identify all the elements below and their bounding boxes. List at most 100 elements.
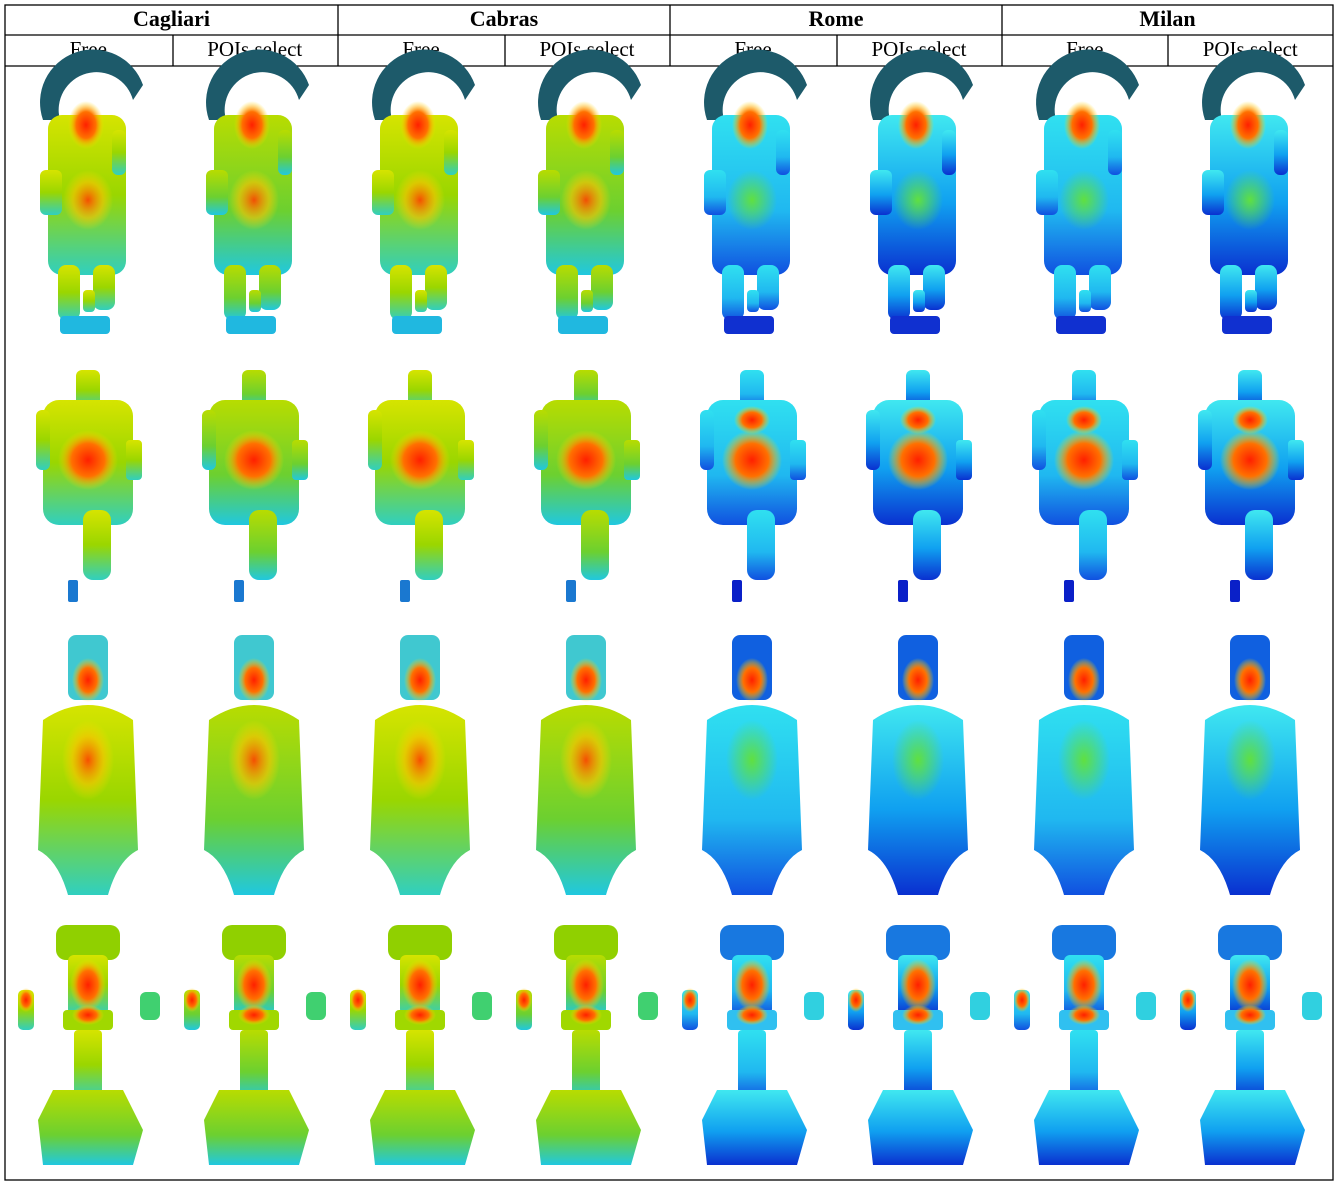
mesh-part — [40, 49, 143, 120]
mesh-part — [68, 101, 104, 149]
mesh-part — [425, 265, 447, 310]
mesh-part — [1089, 265, 1111, 310]
mesh-part — [38, 1090, 143, 1165]
mesh-part — [1068, 658, 1100, 702]
mesh-part — [1245, 290, 1257, 312]
statue-render — [184, 925, 326, 1165]
mesh-part — [736, 1005, 768, 1025]
statue-render — [702, 635, 802, 895]
mesh-part — [534, 410, 548, 470]
mesh-part — [1288, 440, 1304, 480]
mesh-part — [1059, 170, 1109, 230]
mesh-part — [1232, 406, 1268, 434]
mesh-part — [228, 720, 280, 800]
mesh-part — [1202, 49, 1305, 120]
mesh-part — [558, 316, 608, 334]
mesh-part — [554, 925, 618, 960]
mesh-part — [1079, 290, 1091, 312]
mesh-part — [40, 170, 62, 215]
mesh-part — [370, 1090, 475, 1165]
mesh-part — [74, 1030, 102, 1100]
mesh-part — [1014, 988, 1030, 1012]
mesh-part — [734, 959, 770, 1011]
mesh-part — [224, 265, 246, 320]
statue-render — [350, 925, 492, 1165]
statue-render — [36, 370, 142, 602]
mesh-part — [184, 988, 200, 1012]
mesh-part — [1230, 580, 1240, 602]
mesh-part — [56, 925, 120, 960]
mesh-part — [1220, 265, 1242, 320]
mesh-part — [1070, 1030, 1098, 1100]
mesh-part — [902, 1005, 934, 1025]
mesh-part — [904, 1030, 932, 1100]
mesh-part — [900, 406, 936, 434]
mesh-part — [727, 170, 777, 230]
statue-render — [538, 49, 641, 334]
mesh-part — [1036, 49, 1139, 120]
mesh-part — [892, 720, 944, 800]
mesh-part — [229, 170, 279, 230]
mesh-part — [1054, 265, 1076, 320]
mesh-part — [126, 440, 142, 480]
mesh-part — [206, 49, 309, 120]
mesh-part — [970, 992, 990, 1020]
mesh-part — [888, 430, 948, 490]
mesh-part — [1274, 130, 1288, 175]
mesh-part — [566, 101, 602, 149]
mesh-part — [870, 170, 892, 215]
mesh-part — [1234, 1005, 1266, 1025]
statue-render — [368, 370, 474, 602]
statue-render — [204, 635, 304, 895]
mesh-part — [1064, 101, 1100, 149]
mesh-part — [234, 580, 244, 602]
statue-render — [866, 370, 972, 602]
mesh-part — [234, 101, 270, 149]
mesh-part — [890, 316, 940, 334]
mesh-part — [249, 510, 277, 580]
mesh-part — [1302, 992, 1322, 1020]
mesh-part — [538, 170, 560, 215]
mesh-part — [226, 316, 276, 334]
mesh-part — [702, 1090, 807, 1165]
mesh-part — [1225, 170, 1275, 230]
statue-render — [18, 925, 160, 1165]
mesh-part — [236, 959, 272, 1011]
statue-render — [1032, 370, 1138, 602]
mesh-part — [581, 510, 609, 580]
mesh-part — [1245, 510, 1273, 580]
mesh-part — [1220, 430, 1280, 490]
mesh-part — [292, 440, 308, 480]
mesh-part — [556, 430, 616, 490]
mesh-part — [722, 430, 782, 490]
statue-render — [848, 925, 990, 1165]
statue-render — [682, 925, 824, 1165]
mesh-part — [278, 130, 292, 175]
mesh-part — [1234, 658, 1266, 702]
mesh-part — [726, 720, 778, 800]
mesh-part — [112, 130, 126, 175]
mesh-part — [458, 440, 474, 480]
mesh-part — [956, 440, 972, 480]
city-header: Milan — [1139, 6, 1195, 31]
mesh-part — [898, 101, 934, 149]
statue-render — [1180, 925, 1322, 1165]
city-header: Cagliari — [133, 6, 210, 31]
mesh-part — [1052, 925, 1116, 960]
mesh-part — [1032, 410, 1046, 470]
mesh-part — [1198, 410, 1212, 470]
mesh-part — [848, 988, 864, 1012]
mesh-part — [1202, 170, 1224, 215]
mesh-part — [724, 316, 774, 334]
statue-render — [1198, 370, 1304, 602]
mesh-part — [402, 959, 438, 1011]
mesh-part — [70, 959, 106, 1011]
statue-render — [1036, 49, 1139, 334]
mesh-part — [1255, 265, 1277, 310]
mesh-part — [372, 170, 394, 215]
statue-render — [40, 49, 143, 334]
mesh-part — [581, 290, 593, 312]
mesh-part — [1236, 1030, 1264, 1100]
mesh-part — [1108, 130, 1122, 175]
city-header: Cabras — [470, 6, 539, 31]
